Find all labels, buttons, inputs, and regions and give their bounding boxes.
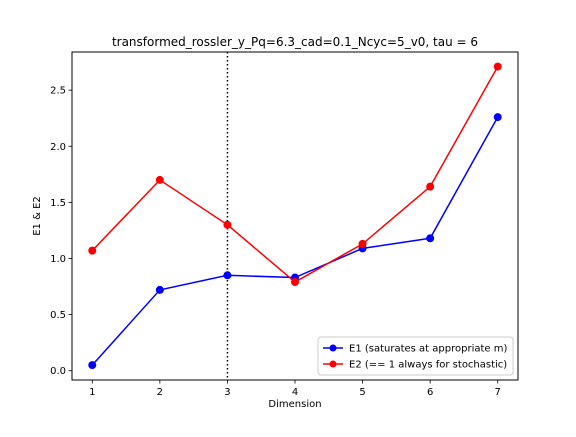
data-point-e1 <box>223 271 232 280</box>
legend-marker-e2 <box>329 360 337 368</box>
data-point-e1 <box>155 285 164 294</box>
data-point-e1 <box>493 113 502 122</box>
chart-title: transformed_rossler_y_Pq=6.3_cad=0.1_Ncy… <box>112 35 478 49</box>
x-tick-label: 3 <box>224 387 230 398</box>
y-axis-label: E1 & E2 <box>32 196 43 236</box>
data-point-e2 <box>358 239 367 248</box>
y-tick-label: 0.0 <box>50 366 66 377</box>
data-point-e2 <box>223 220 232 229</box>
data-point-e2 <box>155 175 164 184</box>
legend-marker-e1 <box>329 344 337 352</box>
plot-area: 1 2 3 4 5 6 7 0.0 0.5 1.0 1.5 2.0 2.5 E1 (saturates a… <box>50 51 519 398</box>
series-line-e2 <box>91 66 499 283</box>
data-point-e1 <box>426 234 435 243</box>
y-tick-label: 2.5 <box>50 86 66 97</box>
legend-label-e2: E2 (== 1 always for stochastic) <box>349 360 507 371</box>
y-tick-label: 1.0 <box>50 254 66 265</box>
y-tick-label: 0.5 <box>50 310 66 321</box>
x-tick-label: 7 <box>495 387 501 398</box>
series-line-e1 <box>91 116 499 366</box>
data-point-e1 <box>88 361 97 370</box>
x-tick-label: 4 <box>292 387 298 398</box>
data-point-e2 <box>88 246 97 255</box>
legend-label-e1: E1 (saturates at appropriate m) <box>349 344 507 355</box>
data-point-e2 <box>493 62 502 71</box>
data-point-e2 <box>426 182 435 191</box>
y-tick-label: 1.5 <box>50 198 66 209</box>
x-tick-label: 6 <box>427 387 433 398</box>
y-tick-label: 2.0 <box>50 142 66 153</box>
axes-frame <box>71 51 519 381</box>
x-axis-label: Dimension <box>268 399 321 410</box>
legend: E1 (saturates at appropriate m) E2 (== 1 … <box>317 336 514 376</box>
data-point-e2 <box>291 278 299 287</box>
x-tick-label: 1 <box>89 387 95 398</box>
legend-box <box>317 336 514 376</box>
x-tick-label: 5 <box>359 387 365 398</box>
x-tick-label: 2 <box>157 387 163 398</box>
